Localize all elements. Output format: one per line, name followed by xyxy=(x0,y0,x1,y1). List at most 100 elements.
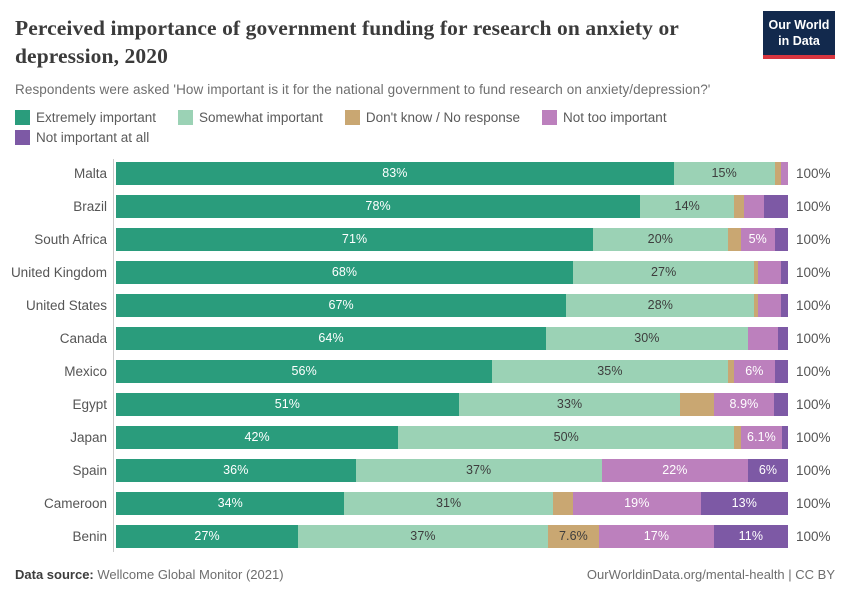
bar-segment[interactable]: 68% xyxy=(116,260,573,284)
bar-segment[interactable]: 20% xyxy=(593,227,728,251)
bar-segment[interactable] xyxy=(773,392,788,416)
bar-segment[interactable] xyxy=(734,425,741,449)
total-label: 100% xyxy=(796,198,831,214)
bar-segment[interactable] xyxy=(754,260,758,284)
country-label: United States xyxy=(25,297,107,313)
bar-segment[interactable]: 64% xyxy=(116,326,547,350)
bar-segment[interactable]: 37% xyxy=(298,524,548,548)
bar-segment[interactable] xyxy=(747,326,778,350)
credit-link[interactable]: OurWorldinData.org/mental-health | CC BY xyxy=(586,567,835,582)
footer: Data source: Wellcome Global Monitor (20… xyxy=(15,567,835,582)
bar-segment[interactable]: 83% xyxy=(116,161,674,185)
total-label: 100% xyxy=(796,528,831,544)
bar-segment[interactable]: 8.9% xyxy=(714,392,774,416)
total-label: 100% xyxy=(796,462,831,478)
bar-segment[interactable]: 51% xyxy=(116,392,459,416)
bar-segment[interactable]: 6.1% xyxy=(740,425,782,449)
table-row: Cameroon 34% 31% 19% 13% 100% xyxy=(44,491,835,515)
bar-segment[interactable]: 50% xyxy=(398,425,735,449)
bar-segment[interactable]: 67% xyxy=(116,293,567,317)
bar-segment[interactable] xyxy=(757,260,782,284)
bar-segment[interactable] xyxy=(781,161,788,185)
segment-value-label: 14% xyxy=(674,199,700,214)
segment-value-label: 27% xyxy=(651,265,677,280)
bar-segment[interactable] xyxy=(754,293,758,317)
bar-segment[interactable] xyxy=(744,194,765,218)
owid-chart-page: Perceived importance of government fundi… xyxy=(11,11,835,582)
data-source-label: Data source: xyxy=(15,567,94,582)
bar-segment[interactable]: 14% xyxy=(640,194,735,218)
stacked-bar: 27% 37% 7.6% 17% 11% xyxy=(116,524,788,548)
table-row: Brazil 78% 14% 100% xyxy=(73,194,835,218)
owid-logo[interactable]: Our World in Data xyxy=(763,11,835,60)
bar-segment[interactable] xyxy=(727,359,735,383)
bar-segment[interactable]: 31% xyxy=(344,491,553,515)
country-label: South Africa xyxy=(34,231,107,247)
legend-item-1: Somewhat important xyxy=(178,109,323,125)
bar-segment[interactable] xyxy=(774,359,788,383)
table-row: Mexico 56% 35% 6% 100% xyxy=(64,359,835,383)
bar-segment[interactable]: 37% xyxy=(355,458,602,482)
owid-logo-line1: Our World xyxy=(768,18,830,32)
segment-value-label: 15% xyxy=(711,166,737,181)
bar-segment[interactable]: 36% xyxy=(116,458,356,482)
stacked-bar: 36% 37% 22% 6% xyxy=(116,458,788,482)
bar-segment[interactable] xyxy=(734,194,745,218)
bar-segment[interactable] xyxy=(727,227,741,251)
bar-segment[interactable]: 34% xyxy=(116,491,345,515)
table-row: Benin 27% 37% 7.6% 17% 11% 100% xyxy=(72,524,835,548)
bar-segment[interactable]: 56% xyxy=(116,359,493,383)
bar-segment[interactable]: 7.6% xyxy=(547,524,600,548)
bar-segment[interactable]: 42% xyxy=(116,425,399,449)
legend-swatch-icon xyxy=(15,109,30,125)
bar-segment[interactable]: 6% xyxy=(734,359,775,383)
bar-segment[interactable] xyxy=(757,293,782,317)
bar-segment[interactable]: 17% xyxy=(599,524,714,548)
table-row: Malta 83% 15% 100% xyxy=(74,161,835,185)
bar-segment[interactable]: 19% xyxy=(572,491,701,515)
segment-value-label: 20% xyxy=(647,232,673,247)
bar-segment[interactable]: 5% xyxy=(740,227,775,251)
bar-segment[interactable] xyxy=(781,425,788,449)
stacked-bar: 64% 30% xyxy=(116,326,788,350)
bar-segment[interactable] xyxy=(774,227,788,251)
country-label: Benin xyxy=(72,528,107,544)
bar-segment[interactable] xyxy=(781,260,788,284)
bar-segment[interactable]: 78% xyxy=(116,194,641,218)
segment-value-label: 31% xyxy=(435,496,462,511)
bar-segment[interactable] xyxy=(781,293,788,317)
bar-segment[interactable]: 27% xyxy=(572,260,755,284)
bar-segment[interactable]: 11% xyxy=(713,524,788,548)
bar-segment[interactable]: 35% xyxy=(492,359,728,383)
bar-segment[interactable] xyxy=(764,194,788,218)
segment-value-label: 56% xyxy=(291,364,317,379)
bar-segment[interactable]: 27% xyxy=(116,524,299,548)
legend-label: Somewhat important xyxy=(199,109,323,125)
bar-segment[interactable] xyxy=(680,392,715,416)
table-row: United Kingdom 68% 27% 100% xyxy=(11,260,835,284)
bar-segment[interactable] xyxy=(552,491,573,515)
segment-value-label: 83% xyxy=(382,166,408,181)
country-label: Brazil xyxy=(73,198,107,214)
bar-segment[interactable]: 30% xyxy=(546,326,748,350)
legend-label: Not too important xyxy=(563,109,667,125)
bar-segment[interactable] xyxy=(777,326,788,350)
bar-segment[interactable]: 15% xyxy=(673,161,775,185)
segment-value-label: 6.1% xyxy=(746,430,776,445)
total-label: 100% xyxy=(796,297,831,313)
country-label: Cameroon xyxy=(43,495,107,511)
stacked-bar: 34% 31% 19% 13% xyxy=(116,491,788,515)
country-label: Canada xyxy=(59,330,107,346)
bar-segment[interactable]: 28% xyxy=(566,293,755,317)
segment-value-label: 11% xyxy=(738,529,764,544)
bar-segment[interactable] xyxy=(774,161,782,185)
segment-value-label: 35% xyxy=(597,364,623,379)
segment-value-label: 68% xyxy=(331,265,358,280)
bar-segment[interactable]: 22% xyxy=(601,458,749,482)
bar-segment[interactable]: 13% xyxy=(700,491,788,515)
bar-segment[interactable]: 6% xyxy=(748,458,788,482)
bar-segment[interactable]: 33% xyxy=(458,392,681,416)
bar-segment[interactable]: 71% xyxy=(116,227,594,251)
segment-value-label: 7.6% xyxy=(558,529,588,544)
segment-value-label: 6% xyxy=(745,364,764,379)
